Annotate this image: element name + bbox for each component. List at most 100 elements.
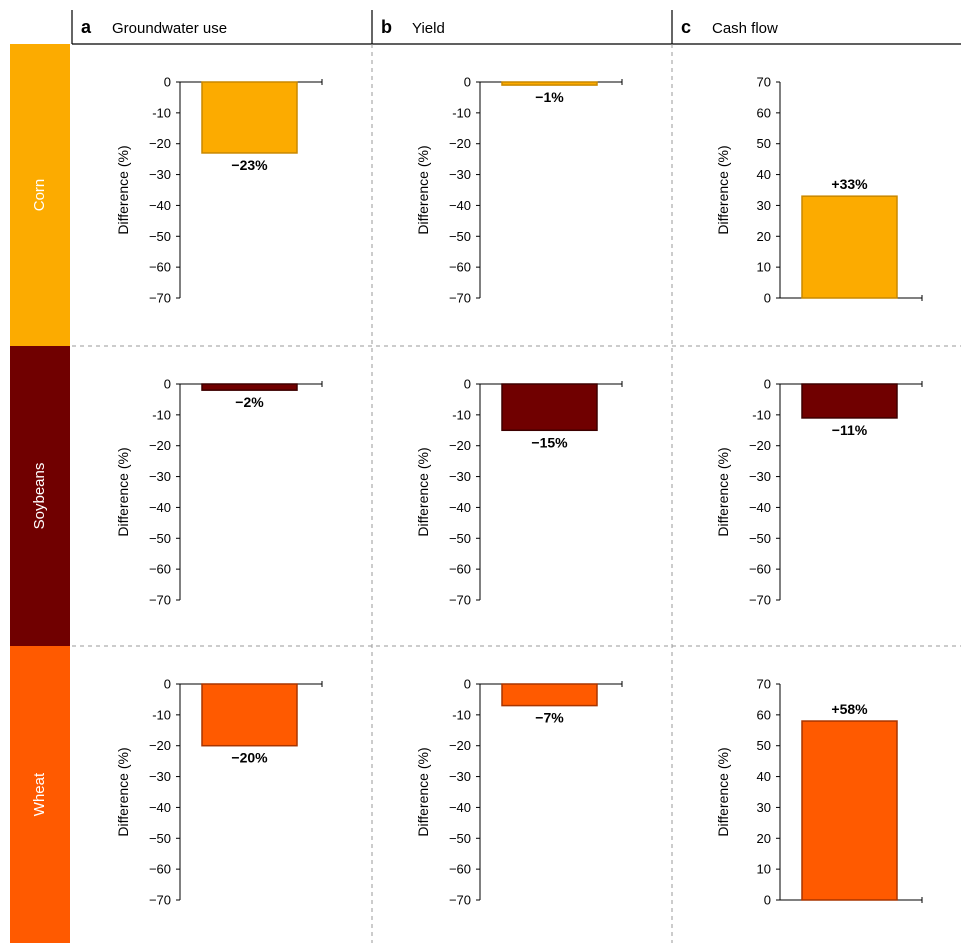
y-tick-label: −20 [449,438,471,453]
data-label: −11% [832,422,868,438]
panel-soybeans-groundwater-use: 0 -10 −20 −30 −40 −50 −60 −70 Difference (%) −2% [115,377,323,608]
row-label: Wheat [31,772,48,816]
data-label: −1% [535,89,564,105]
row-strip-corn: Corn [10,44,70,346]
y-tick-label: 10 [757,260,771,275]
panel-letter-a: a [81,17,92,37]
y-tick-label: 40 [757,167,771,182]
panel-letter-c: c [681,17,691,37]
y-tick-label: −30 [449,167,471,182]
y-tick-label: 40 [757,769,771,784]
row-strip-wheat: Wheat [10,646,70,943]
y-tick-label: −40 [449,500,471,515]
data-label: −20% [231,750,268,766]
panel-corn-yield: 0 -10 −20 −30 −40 −50 −60 −70 Difference (%) −1% [415,75,623,306]
panel-wheat-groundwater-use: 0 -10 −20 −30 −40 −50 −60 −70 Difference (%) −20% [115,677,323,908]
column-headers: a Groundwater use b Yield c Cash flow [71,10,961,45]
y-tick-label: −70 [449,593,471,608]
y-tick-label: -10 [452,407,471,422]
y-tick-label: 10 [757,862,771,877]
y-tick-label: −20 [149,438,171,453]
y-tick-label: −40 [149,500,171,515]
row-color-band [10,646,70,943]
row-label: Corn [31,179,48,212]
bar [501,81,598,86]
y-tick-label: −20 [449,136,471,151]
y-axis-label: Difference (%) [115,447,131,536]
panel-wheat-cash-flow: 70 60 50 40 30 20 10 0 Difference (%) +58% [715,677,923,908]
data-label: −23% [231,157,268,173]
y-tick-label: −50 [149,531,171,546]
panel-letter-b: b [381,17,392,37]
y-tick-label: 0 [464,377,471,392]
data-label: +33% [831,176,868,192]
y-tick-label: −40 [149,800,171,815]
y-tick-label: 0 [164,377,171,392]
y-axis-label: Difference (%) [415,145,431,234]
y-tick-label: −30 [149,769,171,784]
bar [201,383,298,391]
y-tick-label: −60 [449,260,471,275]
y-tick-label: −70 [149,893,171,908]
column-header-3: Cash flow [712,20,778,37]
y-tick-label: −20 [149,738,171,753]
y-tick-label: −40 [149,198,171,213]
y-tick-label: −50 [449,531,471,546]
panel-soybeans-cash-flow: 0 -10 −20 −30 −40 −50 −60 −70 Difference (%) −11% [715,377,923,608]
bar [201,683,298,747]
row-strip-soybeans: Soybeans [10,346,70,646]
y-tick-label: −70 [149,291,171,306]
bar [201,81,298,154]
y-axis-label: Difference (%) [415,747,431,836]
y-tick-label: 70 [757,75,771,90]
y-axis-label: Difference (%) [415,447,431,536]
y-tick-label: -10 [152,707,171,722]
y-tick-label: 50 [757,136,771,151]
y-tick-label: −70 [149,593,171,608]
y-tick-label: −60 [149,562,171,577]
panel-corn-groundwater-use: 0 -10 −20 −30 −40 −50 −60 −70 Difference (%) −23% [115,75,323,306]
row-color-band [10,44,70,346]
y-axis-label: Difference (%) [715,145,731,234]
column-header-1: Groundwater use [112,20,227,37]
column-header-2: Yield [412,20,445,37]
y-tick-label: 60 [757,707,771,722]
y-tick-label: −20 [149,136,171,151]
y-tick-label: −30 [749,469,771,484]
y-tick-label: −20 [749,438,771,453]
y-tick-label: −50 [149,831,171,846]
y-tick-label: 60 [757,105,771,120]
y-tick-label: −40 [449,198,471,213]
y-tick-label: 0 [464,75,471,90]
y-tick-label: -10 [452,105,471,120]
y-tick-label: 30 [757,800,771,815]
y-axis-label: Difference (%) [715,747,731,836]
panel-corn-cash-flow: 70 60 50 40 30 20 10 0 Difference (%) +33% [715,75,923,306]
panel-wheat-yield: 0 -10 −20 −30 −40 −50 −60 −70 Difference (%) −7% [415,677,623,908]
data-label: +58% [831,701,868,717]
y-tick-label: 0 [164,75,171,90]
y-tick-label: −50 [749,531,771,546]
y-tick-label: −50 [149,229,171,244]
y-tick-label: −50 [449,831,471,846]
y-tick-label: −60 [749,562,771,577]
bar [501,383,598,432]
y-tick-label: −30 [149,167,171,182]
y-axis-label: Difference (%) [115,747,131,836]
data-label: −2% [235,394,264,410]
bar [501,683,598,707]
y-tick-label: 70 [757,677,771,692]
row-label: Soybeans [31,463,48,530]
y-tick-label: 0 [164,677,171,692]
y-tick-label: 0 [764,377,771,392]
y-axis-label: Difference (%) [715,447,731,536]
y-tick-label: 30 [757,198,771,213]
y-tick-label: 50 [757,738,771,753]
y-tick-label: −20 [449,738,471,753]
bar [801,720,898,901]
y-tick-label: 0 [764,291,771,306]
y-tick-label: −70 [749,593,771,608]
y-tick-label: -10 [152,105,171,120]
y-tick-label: −70 [449,291,471,306]
